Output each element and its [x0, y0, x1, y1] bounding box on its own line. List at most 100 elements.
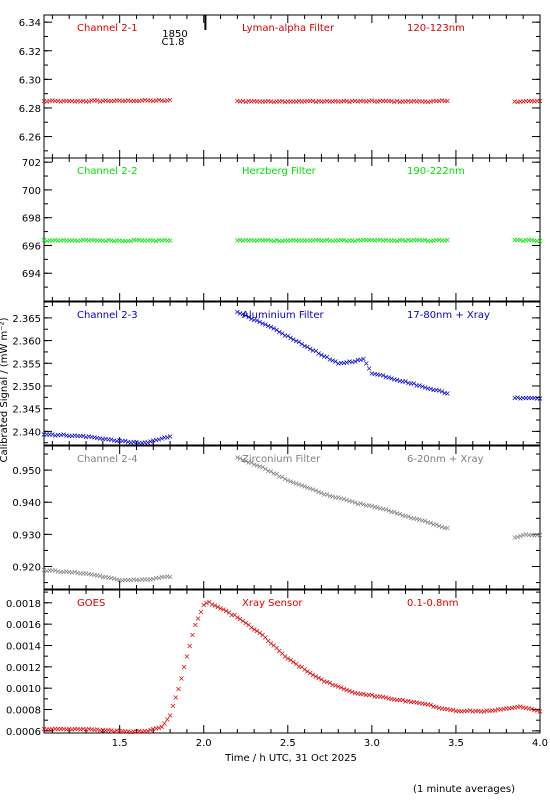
- data-point: ×: [245, 97, 252, 106]
- data-point: ×: [360, 689, 367, 698]
- data-point: ×: [298, 663, 305, 672]
- data-point: ×: [99, 435, 106, 444]
- data-point: ×: [66, 567, 73, 576]
- data-point: ×: [326, 355, 333, 364]
- data-point: ×: [46, 566, 53, 575]
- data-point: ×: [517, 394, 524, 403]
- data-point: ×: [242, 618, 249, 627]
- data-point: ×: [268, 467, 275, 476]
- data-point: ×: [270, 236, 277, 245]
- data-point: ×: [234, 97, 241, 106]
- data-point: ×: [360, 500, 367, 509]
- data-point: ×: [41, 236, 48, 245]
- data-point: ×: [259, 319, 266, 328]
- data-point: ×: [133, 575, 140, 584]
- data-point: ×: [433, 96, 440, 105]
- data-point: ×: [411, 514, 418, 523]
- data-point: ×: [122, 727, 129, 736]
- data-point: ×: [388, 508, 395, 517]
- data-point: ×: [425, 97, 432, 106]
- data-point: ×: [444, 96, 451, 105]
- data-point: ×: [495, 705, 502, 714]
- filter-name: Aluminium Filter: [242, 310, 325, 321]
- data-point: ×: [189, 631, 196, 640]
- data-point: ×: [315, 97, 322, 106]
- data-point: ×: [195, 614, 202, 623]
- data-point: ×: [500, 704, 507, 713]
- data-point: ×: [287, 656, 294, 665]
- data-point: ×: [139, 575, 146, 584]
- data-point: ×: [133, 96, 140, 105]
- data-point: ×: [43, 566, 50, 575]
- data-point: ×: [71, 236, 78, 245]
- data-point: ×: [338, 358, 345, 367]
- filter-name: Xray Sensor: [242, 598, 303, 609]
- data-point: ×: [133, 727, 140, 736]
- data-point: ×: [514, 97, 521, 106]
- data-point: ×: [326, 679, 333, 688]
- data-point: ×: [436, 521, 443, 530]
- y-tick-label: 696: [22, 241, 41, 252]
- data-point: ×: [340, 684, 347, 693]
- data-point: ×: [119, 96, 126, 105]
- data-point: ×: [172, 693, 179, 702]
- data-point: ×: [290, 236, 297, 245]
- data-point: ×: [119, 436, 126, 445]
- data-point: ×: [296, 662, 303, 671]
- data-point: ×: [537, 394, 544, 403]
- data-point: ×: [234, 613, 241, 622]
- data-point: ×: [105, 726, 112, 735]
- data-point: ×: [198, 607, 205, 616]
- data-point: ×: [399, 511, 406, 520]
- data-point: ×: [83, 569, 90, 578]
- data-point: ×: [122, 575, 129, 584]
- data-point: ×: [164, 715, 171, 724]
- data-point: ×: [467, 706, 474, 715]
- data-point: ×: [511, 394, 518, 403]
- data-point: ×: [240, 456, 247, 465]
- data-point: ×: [371, 370, 378, 379]
- data-point: ×: [71, 568, 78, 577]
- data-point: ×: [405, 379, 412, 388]
- data-point: ×: [80, 235, 87, 244]
- data-point: ×: [366, 501, 373, 510]
- data-point: ×: [130, 575, 137, 584]
- data-point: ×: [57, 725, 64, 734]
- data-point: ×: [296, 480, 303, 489]
- data-point: ×: [254, 626, 261, 635]
- data-point: ×: [60, 236, 67, 245]
- data-point: ×: [136, 575, 143, 584]
- data-point: ×: [284, 97, 291, 106]
- data-point: ×: [338, 494, 345, 503]
- data-point: ×: [147, 437, 154, 446]
- data-point: ×: [402, 97, 409, 106]
- y-tick-label: 0.920: [12, 563, 41, 574]
- data-point: ×: [363, 691, 370, 700]
- y-tick-label: 0.950: [12, 466, 41, 477]
- data-point: ×: [318, 350, 325, 359]
- data-point: ×: [144, 96, 151, 105]
- data-point: ×: [69, 431, 76, 440]
- data-point: ×: [49, 236, 56, 245]
- data-point: ×: [268, 323, 275, 332]
- data-point: ×: [374, 503, 381, 512]
- data-point: ×: [167, 432, 174, 441]
- data-point: ×: [366, 235, 373, 244]
- data-point: ×: [436, 96, 443, 105]
- data-point: ×: [237, 97, 244, 106]
- data-point: ×: [517, 702, 524, 711]
- data-point: ×: [290, 335, 297, 344]
- data-point: ×: [383, 96, 390, 105]
- data-point: ×: [374, 236, 381, 245]
- data-point: ×: [349, 687, 356, 696]
- data-point: ×: [321, 352, 328, 361]
- data-point: ×: [349, 357, 356, 366]
- data-point: ×: [427, 701, 434, 710]
- data-point: ×: [486, 706, 493, 715]
- y-tick-label: 694: [22, 269, 41, 280]
- data-point: ×: [332, 236, 339, 245]
- data-point: ×: [237, 235, 244, 244]
- data-point: ×: [419, 382, 426, 391]
- data-point: ×: [259, 97, 266, 106]
- data-point: ×: [312, 235, 319, 244]
